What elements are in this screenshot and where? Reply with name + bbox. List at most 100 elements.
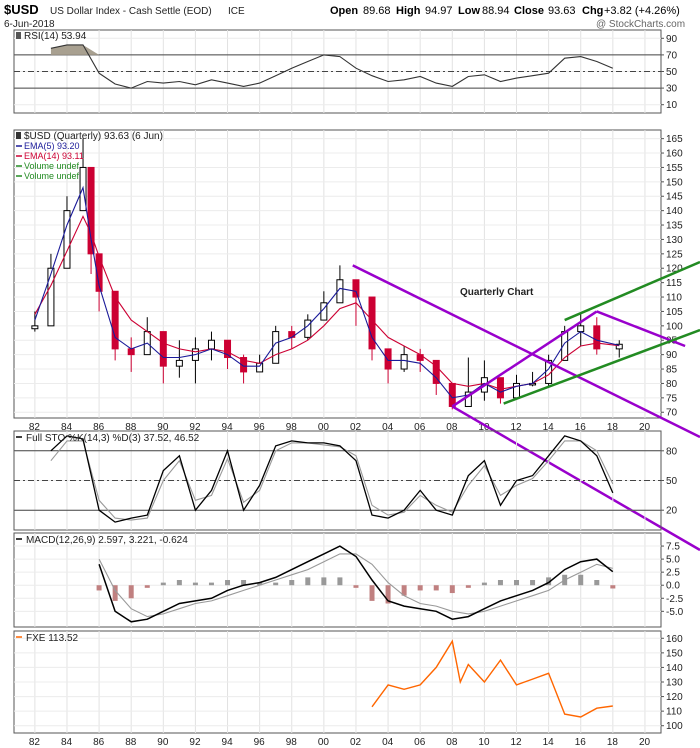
candle-body — [496, 377, 504, 399]
y-tick-label: 110 — [666, 707, 682, 718]
y-tick-label: 120 — [666, 692, 683, 703]
price-panel-frame — [13, 129, 662, 419]
candle-body — [304, 319, 312, 338]
y-tick-label: 160 — [666, 149, 683, 160]
macd-histogram-bar — [321, 577, 327, 586]
candle-body — [272, 331, 280, 364]
rsi-legend-swatch — [16, 32, 21, 39]
x-tick-label: 06 — [414, 737, 426, 748]
x-tick-label: 06 — [414, 422, 426, 433]
x-tick-label: 86 — [93, 737, 105, 748]
chg-value: +3.82 (+4.26%) — [604, 5, 680, 17]
candle-body — [224, 339, 232, 359]
low-value: 88.94 — [482, 5, 510, 17]
macd-histogram-bar — [610, 585, 616, 589]
candle-body — [400, 354, 408, 370]
x-tick-label: 16 — [575, 737, 587, 748]
y-tick-label: 165 — [666, 134, 683, 145]
macd-histogram-bar — [176, 580, 182, 586]
y-tick-label: 150 — [666, 177, 683, 188]
uptrend-upper-line — [564, 260, 700, 322]
chart-date: 6-Jun-2018 — [4, 19, 55, 30]
macd-histogram-bar — [497, 580, 503, 586]
macd-histogram-bar — [160, 582, 166, 586]
candle-body — [256, 362, 264, 373]
x-tick-label: 88 — [125, 737, 137, 748]
price-legend-entry: EMA(14) 93.11 — [24, 151, 84, 161]
x-tick-label: 92 — [189, 737, 201, 748]
x-tick-label: 92 — [189, 422, 201, 433]
y-tick-label: 100 — [666, 721, 683, 732]
y-tick-label: 125 — [666, 249, 683, 260]
chart-name: US Dollar Index - Cash Settle (EOD) — [50, 6, 212, 17]
y-tick-label: 150 — [666, 648, 683, 659]
y-tick-label: 50 — [666, 67, 678, 78]
open-label: Open — [330, 5, 358, 17]
x-tick-label: 18 — [607, 737, 619, 748]
y-tick-label: 70 — [666, 408, 678, 419]
candle-body — [240, 357, 248, 373]
y-tick-label: 70 — [666, 50, 678, 61]
chart-annotation: Quarterly Chart — [460, 287, 534, 298]
y-tick-label: 130 — [666, 235, 683, 246]
chart-symbol: $USD — [4, 2, 39, 17]
watermark: @ StockCharts.com — [596, 19, 685, 30]
x-tick-label: 82 — [29, 737, 41, 748]
x-tick-label: 94 — [222, 422, 234, 433]
x-tick-label: 00 — [318, 737, 330, 748]
y-tick-label: 30 — [666, 84, 678, 95]
y-tick-label: 155 — [666, 163, 683, 174]
uptrend-lower-line — [503, 328, 700, 405]
macd-histogram-bar — [417, 585, 423, 591]
x-tick-label: 04 — [382, 737, 394, 748]
y-tick-label: 2.5 — [666, 568, 680, 579]
close-value: 93.63 — [548, 5, 576, 17]
candle-body — [175, 359, 183, 367]
candle-body — [159, 331, 167, 367]
x-tick-label: 88 — [125, 422, 137, 433]
macd-histogram-bar — [353, 585, 359, 588]
chart-exchange: ICE — [228, 6, 245, 17]
x-tick-label: 08 — [446, 422, 458, 433]
x-tick-label: 12 — [511, 737, 523, 748]
macd-histogram-bar — [208, 582, 214, 586]
y-tick-label: -2.5 — [666, 594, 684, 605]
macd-histogram-bar — [144, 585, 150, 588]
ohlc-readout: Open 89.68 High 94.97 Low 88.94 Close 93… — [330, 5, 680, 17]
price-legend-swatch — [16, 132, 21, 139]
close-label: Close — [514, 5, 544, 17]
macd-histogram-bar — [385, 585, 391, 604]
x-tick-label: 12 — [511, 422, 523, 433]
low-label: Low — [458, 5, 480, 17]
x-tick-label: 18 — [607, 422, 619, 433]
macd-histogram-bar — [96, 585, 102, 591]
macd-line — [98, 545, 614, 623]
y-tick-label: 115 — [666, 278, 682, 289]
x-tick-label: 98 — [286, 737, 298, 748]
macd-panel-frame — [13, 532, 662, 628]
candle-body — [432, 359, 440, 384]
y-tick-label: 90 — [666, 350, 678, 361]
candle-body — [127, 348, 135, 356]
macd-histogram-bar — [514, 580, 520, 586]
fxe-legend: FXE 113.52 — [26, 633, 79, 644]
rising-channel-line — [451, 310, 598, 408]
y-tick-label: 0.0 — [666, 581, 680, 592]
x-tick-label: 96 — [254, 737, 266, 748]
y-tick-label: 145 — [666, 192, 683, 203]
macd-histogram-bar — [337, 577, 343, 586]
macd-histogram-bar — [305, 577, 311, 586]
macd-legend: MACD(12,26,9) 2.597, 3.221, -0.624 — [26, 535, 188, 546]
y-tick-label: 50 — [666, 476, 678, 487]
rsi-legend: RSI(14) 53.94 — [24, 31, 87, 42]
macd-histogram-bar — [433, 585, 439, 591]
x-tick-label: 96 — [254, 422, 266, 433]
macd-signal-line — [98, 553, 613, 618]
macd-histogram-bar — [241, 580, 247, 586]
macd-histogram-bar — [128, 585, 134, 599]
x-tick-label: 20 — [639, 422, 651, 433]
x-tick-label: 10 — [478, 422, 490, 433]
x-tick-label: 20 — [639, 737, 651, 748]
y-tick-label: 120 — [666, 264, 683, 275]
